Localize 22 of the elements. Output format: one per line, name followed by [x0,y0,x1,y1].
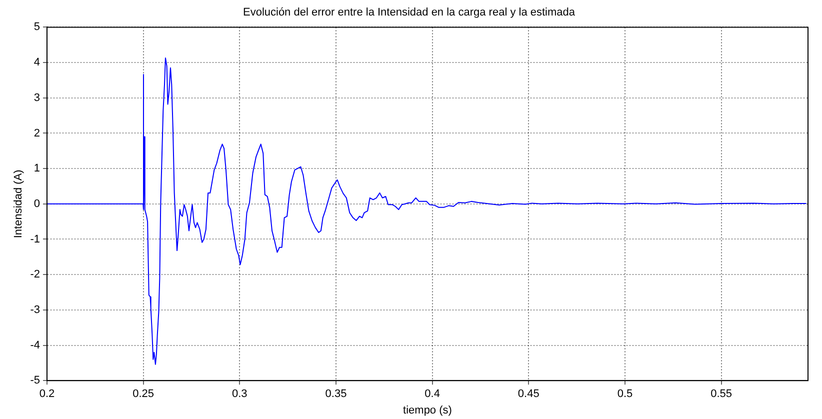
y-axis-title: Intensidad (A) [12,170,25,238]
x-tick-label: 0.35 [325,388,347,400]
x-tick-label: 0.25 [132,388,154,400]
x-tick-label: 0.55 [710,388,732,400]
y-tick-label: 1 [34,162,40,175]
y-tick-label: -4 [30,339,40,352]
y-tick-label: 0 [34,198,40,210]
chart-title: Evolución del error entre la Intensidad en la carga real y la estimada [242,6,576,19]
y-tick-label: 2 [34,127,40,140]
x-tick-label: 0.3 [232,388,248,400]
x-tick-label: 0.5 [617,388,633,400]
x-tick-label: 0.4 [424,388,440,400]
y-tick-label: 5 [34,21,40,34]
y-tick-label: 4 [34,56,40,69]
y-tick-label: 3 [34,92,40,104]
y-tick-label: -2 [30,268,40,281]
x-tick-label: 0.45 [518,388,540,400]
x-tick-label: 0.2 [39,388,55,400]
y-tick-label: -3 [30,304,40,316]
y-tick-label: -5 [30,374,40,387]
y-tick-label: -1 [30,233,40,246]
x-axis-title: tiempo (s) [403,404,452,416]
